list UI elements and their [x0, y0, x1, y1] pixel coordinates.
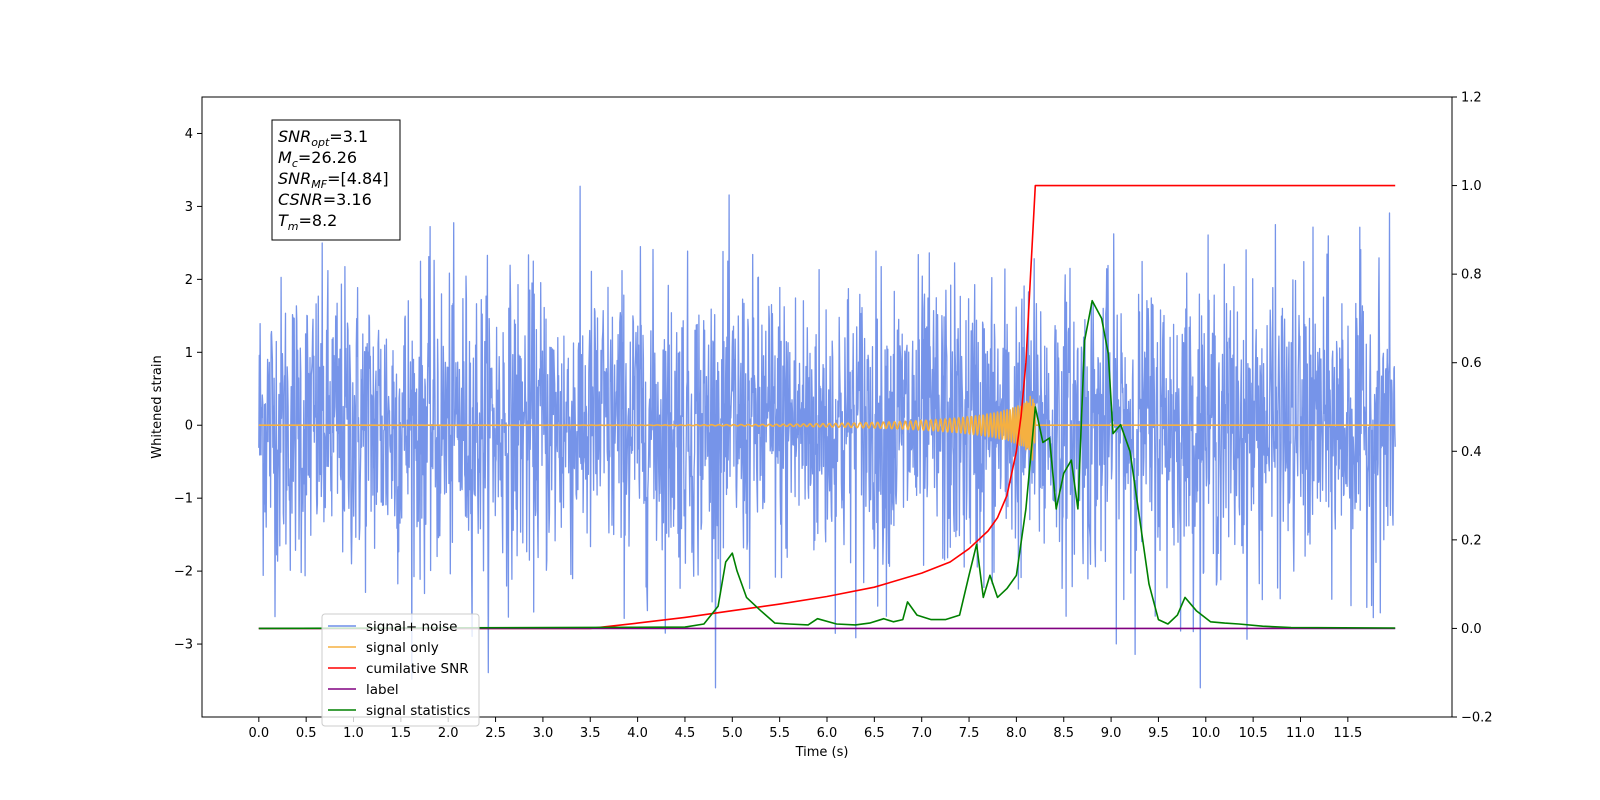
legend: signal+ noise signal only cumilative SNR la… — [321, 613, 480, 727]
x-tick-label: 2.5 — [485, 726, 506, 741]
legend-label: signal statistics — [366, 703, 470, 719]
x-tick-label: 10.5 — [1239, 726, 1268, 741]
x-tick-label: 4.0 — [627, 726, 648, 741]
y-tick-label: 4 — [185, 127, 193, 142]
series-line-cumilative-snr — [258, 184, 1396, 630]
y2-tick-label: −0.2 — [1461, 711, 1493, 726]
annotation-line: CSNR=3.16 — [278, 190, 372, 209]
x-tick-label: 1.5 — [391, 726, 412, 741]
y-tick-label: −3 — [174, 638, 193, 653]
x-tick-label: 5.5 — [769, 726, 790, 741]
series-line-signal-only — [258, 395, 1396, 461]
legend-label: signal+ noise — [366, 619, 457, 635]
x-tick-label: 8.0 — [1006, 726, 1027, 741]
y-axis-label: Whitened strain — [150, 355, 165, 458]
y-tick-label: 0 — [185, 419, 193, 434]
x-tick-label: 2.0 — [438, 726, 459, 741]
x-tick-label: 1.0 — [343, 726, 364, 741]
legend-label: cumilative SNR — [366, 661, 469, 677]
y-axis-right: −0.2 0.0 0.2 0.4 0.6 0.8 1.0 1.2 — [1452, 91, 1493, 726]
x-tick-label: 4.5 — [675, 726, 696, 741]
x-tick-label: 11.0 — [1286, 726, 1315, 741]
y2-tick-label: 1.0 — [1461, 179, 1482, 194]
x-tick-label: 6.5 — [864, 726, 885, 741]
y-tick-label: 3 — [185, 200, 193, 215]
annotation-line: SNRopt=3.1 — [278, 127, 368, 149]
x-tick-label: 0.0 — [248, 726, 269, 741]
y2-tick-label: 1.2 — [1461, 91, 1482, 106]
x-tick-label: 7.0 — [911, 726, 932, 741]
y-axis-left: −3 −2 −1 0 1 2 3 4 — [174, 127, 202, 653]
x-tick-label: 3.5 — [580, 726, 601, 741]
y-tick-label: 2 — [185, 273, 193, 288]
x-tick-label: 11.5 — [1333, 726, 1362, 741]
annotation-line: Tm=8.2 — [278, 211, 337, 233]
x-tick-label: 9.5 — [1148, 726, 1169, 741]
x-tick-label: 7.5 — [959, 726, 980, 741]
x-tick-label: 0.5 — [296, 726, 317, 741]
x-tick-label: 8.5 — [1053, 726, 1074, 741]
legend-label: label — [366, 682, 399, 698]
y2-tick-label: 0.6 — [1461, 356, 1482, 371]
y-tick-label: −2 — [174, 565, 193, 580]
series-line-signal-statistics — [258, 299, 1396, 630]
y-tick-label: 1 — [185, 346, 193, 361]
y2-tick-label: 0.0 — [1461, 622, 1482, 637]
annotation-line: Mc=26.26 — [278, 148, 357, 170]
y-tick-label: −1 — [174, 492, 193, 507]
x-tick-label: 3.0 — [533, 726, 554, 741]
legend-frame — [321, 613, 480, 727]
y2-tick-label: 0.2 — [1461, 533, 1482, 548]
x-tick-label: 9.0 — [1101, 726, 1122, 741]
annotation-frame — [271, 119, 401, 241]
x-axis: 0.0 0.5 1.0 1.5 2.0 2.5 3.0 3.5 4.0 4.5 5.0 5.5 6.0 6… — [248, 717, 1362, 741]
annotation-line: SNRMF=[4.84] — [278, 169, 389, 191]
y2-tick-label: 0.8 — [1461, 268, 1482, 283]
series-line-signal-noise — [258, 185, 1396, 689]
legend-label: signal only — [366, 640, 439, 656]
x-tick-label: 6.0 — [817, 726, 838, 741]
x-tick-label: 10.0 — [1191, 726, 1220, 741]
y2-tick-label: 0.4 — [1461, 445, 1482, 460]
x-axis-label: Time (s) — [795, 745, 849, 760]
x-tick-label: 5.0 — [722, 726, 743, 741]
